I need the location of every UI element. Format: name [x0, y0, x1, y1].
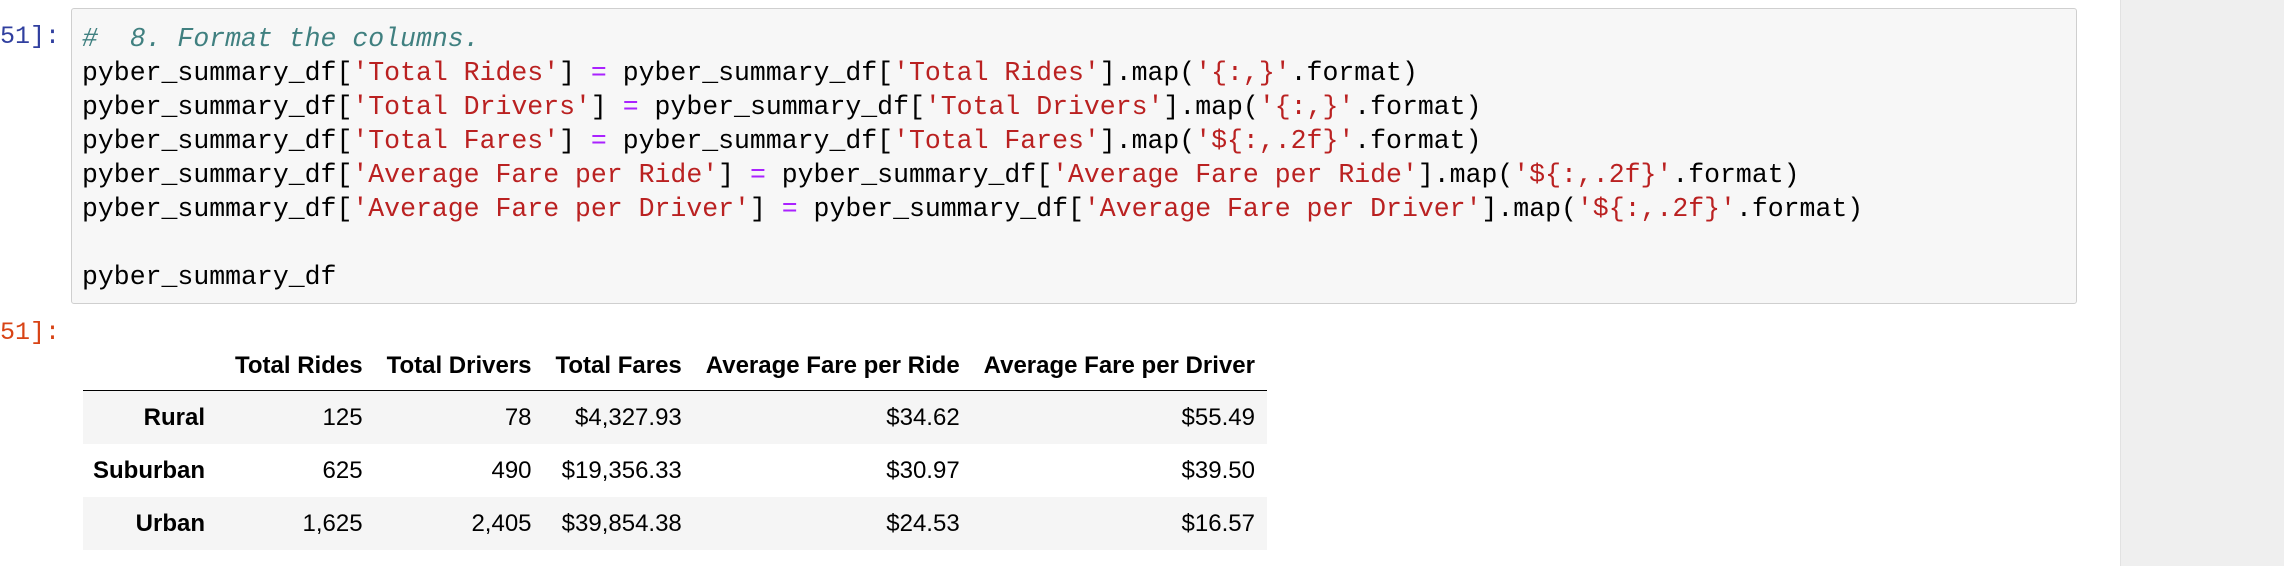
code-string: '${:,.2f}'	[1576, 194, 1736, 224]
code-string: 'Total Drivers'	[352, 92, 591, 122]
table-header-row: Total Rides Total Drivers Total Fares Av…	[83, 342, 1267, 391]
code-string: '${:,.2f}'	[1513, 160, 1673, 190]
code-comment: # 8. Format the columns.	[82, 24, 480, 54]
page-scrollbar-track[interactable]	[2120, 0, 2284, 566]
table-row: Suburban 625 490 $19,356.33 $30.97 $39.5…	[83, 444, 1267, 497]
code-token: ]	[590, 92, 623, 122]
code-line[interactable]: pyber_summary_df['Total Rides'] = pyber_…	[82, 56, 2076, 90]
code-string: '${:,.2f}'	[1195, 126, 1355, 156]
table-cell: $39,854.38	[561, 509, 682, 537]
code-token: ]	[559, 58, 591, 88]
code-token: ].map(	[1099, 58, 1196, 88]
code-string: '{:,}'	[1258, 92, 1355, 122]
column-header: Total Rides	[223, 342, 375, 391]
code-token: ]	[559, 126, 591, 156]
input-prompt: 51]:	[0, 22, 61, 51]
table-cell: 490	[491, 456, 532, 484]
code-cell[interactable]: # 8. Format the columns. pyber_summary_df…	[71, 8, 2077, 304]
row-index: Suburban	[93, 456, 205, 484]
code-token: pyber_summary_df[	[765, 160, 1053, 190]
code-token: ].map(	[1417, 160, 1514, 190]
code-string: 'Average Fare per Ride'	[1052, 160, 1418, 190]
code-string: 'Average Fare per Driver'	[352, 194, 750, 224]
code-string: 'Total Rides'	[352, 58, 560, 88]
code-line[interactable]: pyber_summary_df['Average Fare per Drive…	[82, 192, 2076, 226]
column-header: Average Fare per Ride	[693, 342, 972, 391]
code-string: 'Total Drivers'	[924, 92, 1164, 122]
table-cell: $55.49	[1181, 403, 1255, 431]
code-token: .format)	[1354, 92, 1482, 122]
code-token: .format)	[1735, 194, 1864, 224]
code-token: ]	[749, 194, 782, 224]
table-cell: 2,405	[471, 509, 532, 537]
code-line[interactable]: # 8. Format the columns.	[82, 22, 2076, 56]
table-cell: $34.62	[886, 403, 960, 431]
code-string: 'Total Rides'	[893, 58, 1100, 88]
output-prompt: 51]:	[0, 318, 61, 347]
index-header	[83, 342, 223, 391]
code-line[interactable]: pyber_summary_df['Average Fare per Ride'…	[82, 158, 2076, 192]
code-token: pyber_summary_df[	[82, 58, 353, 88]
code-operator: =	[590, 58, 607, 88]
table-cell: 78	[504, 403, 532, 431]
code-string: 'Total Fares'	[352, 126, 560, 156]
table-row: Rural 125 78 $4,327.93 $34.62 $55.49	[83, 390, 1267, 444]
code-token: .format)	[1290, 58, 1418, 88]
code-token: ].map(	[1163, 92, 1259, 122]
code-token: pyber_summary_df[	[82, 92, 353, 122]
code-operator: =	[590, 126, 607, 156]
code-token: ].map(	[1481, 194, 1577, 224]
code-token: pyber_summary_df[	[82, 194, 353, 224]
column-header: Average Fare per Driver	[971, 342, 1267, 391]
code-token: .format)	[1354, 126, 1482, 156]
code-token: pyber_summary_df[	[82, 126, 353, 156]
table-cell: $19,356.33	[561, 456, 682, 484]
table-cell: $4,327.93	[575, 403, 682, 431]
row-index: Rural	[143, 403, 205, 431]
code-string: 'Average Fare per Driver'	[1083, 194, 1482, 224]
code-token: pyber_summary_df[	[82, 160, 353, 190]
table-cell: $16.57	[1181, 509, 1255, 537]
table-cell: 125	[322, 403, 363, 431]
dataframe-output: Total Rides Total Drivers Total Fares Av…	[83, 342, 1267, 550]
column-header: Total Drivers	[374, 342, 544, 391]
table-cell: $24.53	[886, 509, 960, 537]
row-index: Urban	[135, 509, 205, 537]
code-token: pyber_summary_df[	[797, 194, 1084, 224]
code-line[interactable]: pyber_summary_df['Total Drivers'] = pybe…	[82, 90, 2076, 124]
code-string: 'Average Fare per Ride'	[352, 160, 719, 190]
table-cell: 625	[322, 456, 363, 484]
code-token: pyber_summary_df	[82, 262, 337, 292]
code-operator: =	[622, 92, 639, 122]
code-line[interactable]	[82, 226, 2076, 260]
code-string: 'Total Fares'	[893, 126, 1100, 156]
code-operator: =	[749, 160, 766, 190]
column-header: Total Fares	[543, 342, 694, 391]
code-token: pyber_summary_df[	[606, 58, 894, 88]
code-string: '{:,}'	[1195, 58, 1291, 88]
table-cell: 1,625	[302, 509, 363, 537]
code-token: pyber_summary_df[	[606, 126, 894, 156]
code-token: ]	[718, 160, 750, 190]
table-cell: $30.97	[886, 456, 960, 484]
code-line[interactable]: pyber_summary_df	[82, 260, 2076, 294]
code-token: pyber_summary_df[	[638, 92, 925, 122]
code-token: .format)	[1672, 160, 1800, 190]
code-token: ].map(	[1099, 126, 1196, 156]
table-row: Urban 1,625 2,405 $39,854.38 $24.53 $16.…	[83, 497, 1267, 550]
code-operator: =	[781, 194, 798, 224]
table-cell: $39.50	[1181, 456, 1255, 484]
code-line[interactable]: pyber_summary_df['Total Fares'] = pyber_…	[82, 124, 2076, 158]
code-editor[interactable]: # 8. Format the columns. pyber_summary_df…	[72, 9, 2076, 294]
